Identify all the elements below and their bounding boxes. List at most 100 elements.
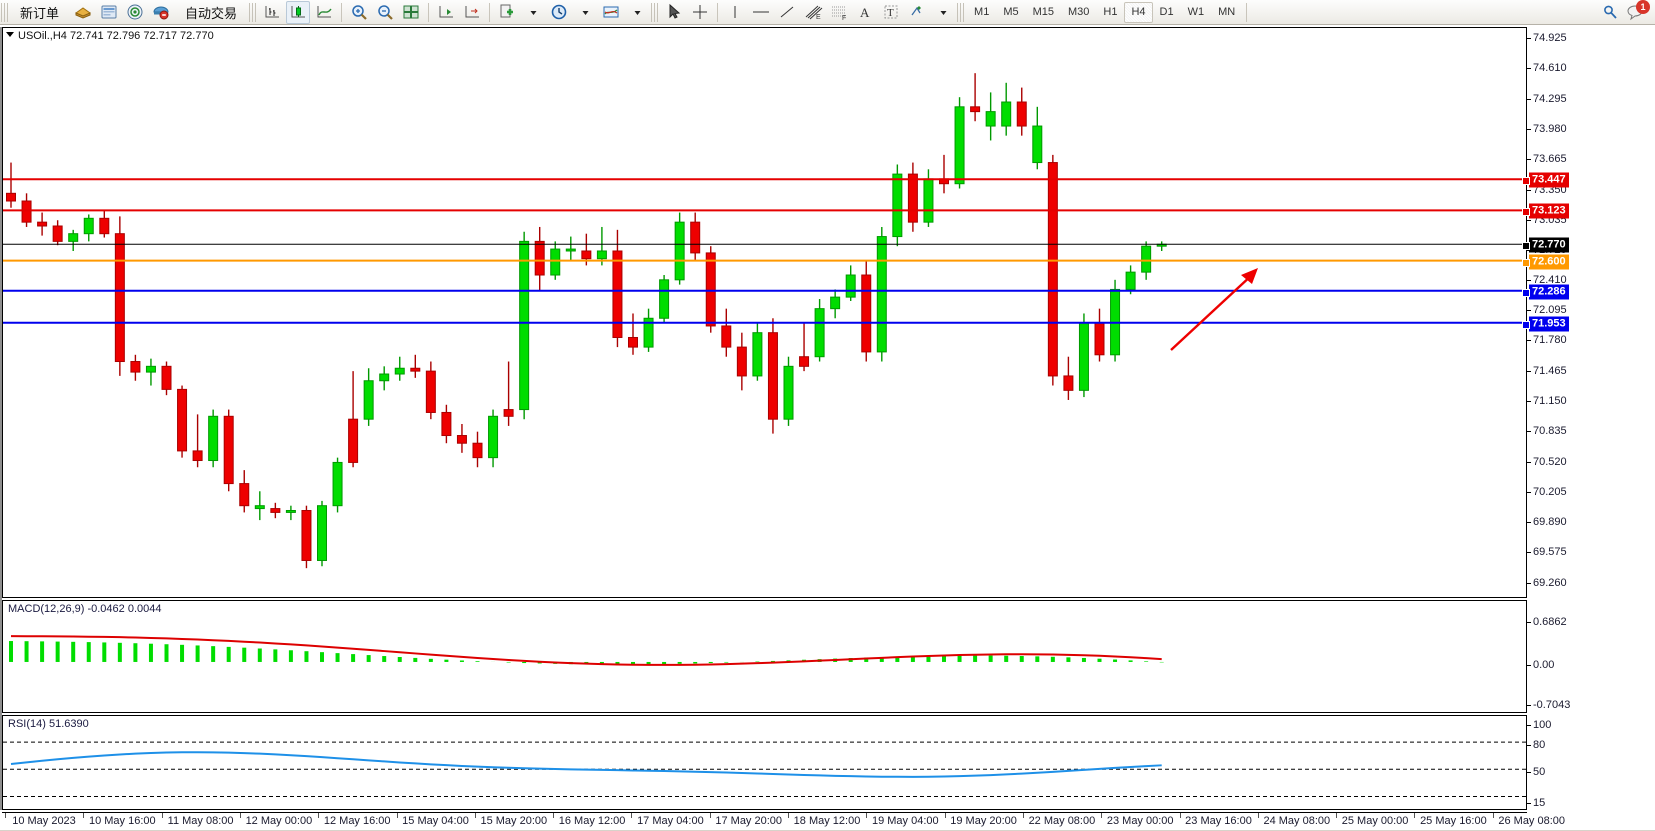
timeframe-mn[interactable]: MN: [1218, 5, 1236, 18]
indicators-icon[interactable]: [599, 1, 623, 24]
price-label-support-1[interactable]: 72.286: [1529, 284, 1569, 300]
indicators-dropdown-arrow[interactable]: [625, 1, 649, 24]
toolbar-grip-3[interactable]: [651, 2, 659, 22]
toolbar-grip-4[interactable]: [957, 2, 965, 22]
price-line-handle[interactable]: [1522, 242, 1530, 251]
price-label-resistance-2[interactable]: 73.123: [1529, 203, 1569, 219]
candle: [970, 106, 981, 113]
rsi-pane[interactable]: RSI(14) 51.6390: [2, 715, 1527, 810]
templates-dropdown-arrow[interactable]: [521, 1, 545, 24]
scale-tick-label: 15: [1533, 797, 1546, 810]
timeframe-m30[interactable]: M30: [1068, 5, 1090, 18]
chart-menu-caret-icon[interactable]: [6, 32, 14, 37]
time-tick-label: 23 May 16:00: [1185, 815, 1252, 827]
tile-windows-icon[interactable]: [399, 1, 423, 24]
trendline-icon[interactable]: [775, 1, 799, 24]
macd-pane[interactable]: MACD(12,26,9) -0.0462 0.0044: [2, 600, 1527, 713]
zoom-out-icon[interactable]: [373, 1, 397, 24]
price-tick-label: 70.205: [1533, 485, 1567, 498]
horizontal-line-icon[interactable]: [749, 1, 773, 24]
text-icon[interactable]: A: [853, 1, 877, 24]
candle: [534, 240, 545, 276]
price-label-current-price[interactable]: 72.770: [1529, 237, 1569, 253]
chart-area[interactable]: USOil.,H4 72.741 72.796 72.717 72.770 MA…: [0, 25, 1655, 831]
timeframe-m15[interactable]: M15: [1032, 5, 1054, 18]
price-chart-canvas[interactable]: [3, 28, 1526, 597]
macd-signal-line: [10, 635, 1162, 666]
macd-chart-canvas[interactable]: [3, 601, 1526, 712]
candlestick-chart-icon[interactable]: [286, 0, 311, 24]
period-dropdown-arrow[interactable]: [573, 1, 597, 24]
price-tick-label: 71.150: [1533, 394, 1567, 407]
candle: [52, 225, 63, 242]
price-scale[interactable]: 74.925 74.610 74.295 73.980 73.665 73.350 73.0…: [1522, 27, 1655, 810]
candle: [317, 505, 327, 561]
terminal-icon[interactable]: [71, 1, 95, 24]
crosshair-icon[interactable]: [688, 1, 712, 24]
price-tick-mark: [1527, 98, 1531, 100]
time-tick-mark: [318, 813, 320, 818]
navigator-icon[interactable]: [123, 1, 147, 24]
bar-chart-icon[interactable]: [260, 1, 284, 24]
price-tick-mark: [1527, 310, 1531, 312]
toolbar-grip[interactable]: [1, 2, 8, 22]
cursor-icon[interactable]: [662, 1, 686, 24]
chat-icon[interactable]: 1: [1624, 0, 1650, 24]
candle: [363, 380, 374, 420]
price-pane[interactable]: USOil.,H4 72.741 72.796 72.717 72.770: [2, 27, 1527, 598]
time-tick-label: 15 May 20:00: [480, 815, 548, 827]
candle: [208, 415, 219, 462]
time-tick-mark: [1022, 813, 1024, 818]
line-chart-icon[interactable]: [312, 1, 336, 24]
scale-tick-mark: [1527, 772, 1531, 774]
timeframe-m1[interactable]: M1: [974, 5, 990, 18]
period-icon[interactable]: [547, 1, 571, 24]
price-label-pivot[interactable]: 72.600: [1529, 254, 1569, 270]
timeframe-h4[interactable]: H4: [1124, 1, 1153, 23]
search-icon[interactable]: [1598, 1, 1622, 24]
templates-icon[interactable]: [495, 1, 519, 24]
price-tick-mark: [1527, 128, 1531, 130]
timeframe-h1[interactable]: H1: [1103, 5, 1118, 18]
price-tick-label: 72.095: [1533, 304, 1567, 317]
candle: [876, 236, 887, 353]
price-line-handle[interactable]: [1522, 258, 1530, 267]
price-tick-mark: [1527, 219, 1531, 221]
time-scale[interactable]: 10 May 2023 10 May 16:00 11 May 08:00 12 Ma…: [2, 812, 1565, 830]
price-line-handle[interactable]: [1522, 288, 1530, 297]
price-line-handle[interactable]: [1522, 177, 1530, 186]
price-tick-mark: [1527, 431, 1531, 433]
price-tick-label: 72.410: [1533, 273, 1567, 286]
candle: [659, 279, 670, 319]
zoom-in-icon[interactable]: [347, 1, 371, 24]
timeframe-d1[interactable]: D1: [1159, 5, 1174, 18]
text-label-icon[interactable]: T: [879, 1, 903, 24]
price-tick-mark: [1527, 68, 1531, 70]
toolbar-separator-4: [717, 2, 719, 22]
price-tick-label: 70.835: [1533, 425, 1567, 438]
autotrade-button[interactable]: 自动交易: [175, 1, 247, 24]
timeframe-m5[interactable]: M5: [1003, 5, 1019, 18]
price-label-resistance-1[interactable]: 73.447: [1529, 172, 1569, 188]
price-line-handle[interactable]: [1522, 208, 1530, 217]
vertical-line-icon[interactable]: [723, 1, 747, 24]
candle: [503, 409, 514, 417]
fibonacci-icon[interactable]: F: [827, 1, 851, 24]
objects-dropdown-arrow[interactable]: [931, 1, 955, 24]
data-window-icon[interactable]: [97, 1, 121, 24]
new-order-button[interactable]: 新订单: [12, 1, 69, 24]
autotrade-icon[interactable]: [149, 1, 173, 24]
candle: [1078, 322, 1089, 391]
objects-icon[interactable]: [905, 1, 929, 24]
price-label-support-2[interactable]: 71.953: [1529, 316, 1569, 332]
timeframe-w1[interactable]: W1: [1187, 5, 1205, 18]
toolbar-grip-2[interactable]: [249, 2, 257, 22]
price-line-handle[interactable]: [1522, 320, 1530, 329]
auto-scroll-icon[interactable]: [460, 1, 484, 24]
rsi-line: [10, 751, 1162, 778]
equidistant-channel-icon[interactable]: E: [801, 1, 825, 24]
chart-shift-icon[interactable]: [434, 1, 458, 24]
rsi-chart-canvas[interactable]: [3, 716, 1526, 809]
time-tick-label: 25 May 16:00: [1420, 815, 1487, 827]
candle: [690, 221, 701, 254]
